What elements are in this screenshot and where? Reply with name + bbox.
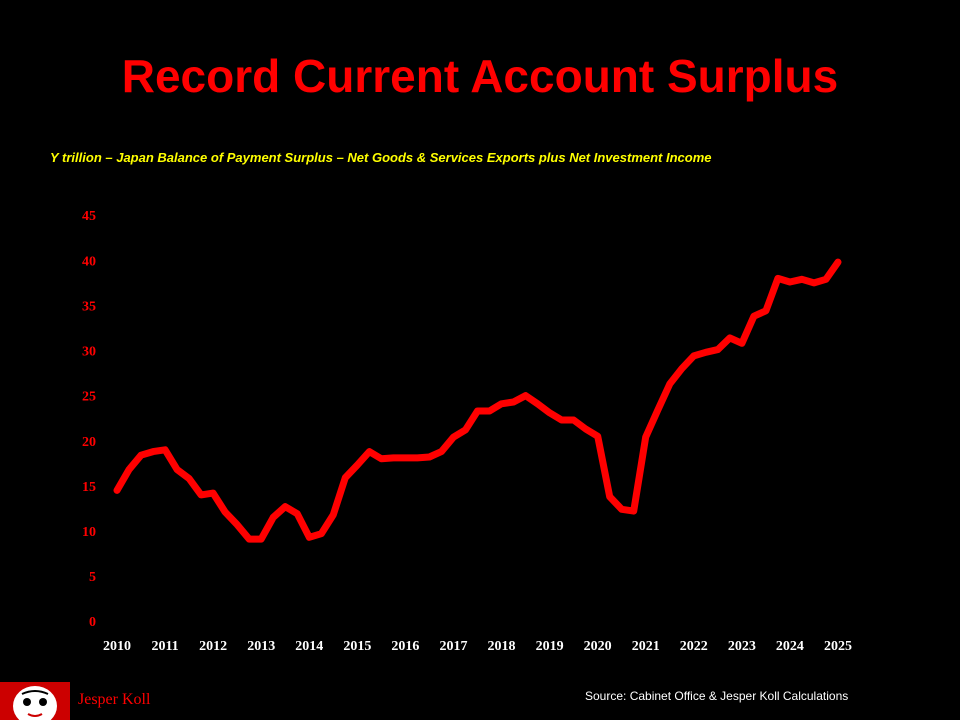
y-tick-label: 35 (82, 299, 96, 314)
logo (0, 682, 70, 720)
x-tick-label: 2013 (247, 639, 275, 654)
x-tick-label: 2024 (776, 639, 804, 654)
y-tick-label: 20 (82, 435, 96, 450)
chart-title: Record Current Account Surplus (122, 50, 838, 102)
x-tick-label: 2010 (103, 639, 131, 654)
x-tick-label: 2022 (680, 639, 708, 654)
y-tick-label: 40 (82, 254, 96, 269)
x-tick-label: 2011 (151, 639, 178, 654)
source-note: Source: Cabinet Office & Jesper Koll Cal… (585, 689, 848, 703)
y-tick-label: 0 (89, 615, 96, 630)
y-tick-label: 45 (82, 209, 96, 224)
x-tick-label: 2014 (295, 639, 323, 654)
x-tick-label: 2012 (199, 639, 227, 654)
data-line (113, 258, 842, 543)
x-tick-label: 2015 (343, 639, 371, 654)
x-tick-label: 2016 (391, 639, 419, 654)
x-tick-label: 2023 (728, 639, 756, 654)
y-tick-label: 30 (82, 345, 96, 360)
x-tick-label: 2020 (584, 639, 612, 654)
x-tick-label: 2021 (632, 639, 660, 654)
y-tick-label: 10 (82, 525, 96, 540)
y-tick-label: 15 (82, 480, 96, 495)
y-tick-label: 25 (82, 390, 96, 405)
x-tick-label: 2018 (488, 639, 516, 654)
author: Jesper Koll (78, 691, 151, 708)
y-tick-label: 5 (89, 570, 96, 585)
chart-subtitle: Y trillion – Japan Balance of Payment Su… (50, 150, 712, 165)
x-tick-label: 2017 (439, 639, 467, 654)
x-tick-label: 2019 (536, 639, 564, 654)
x-tick-label: 2025 (824, 639, 852, 654)
